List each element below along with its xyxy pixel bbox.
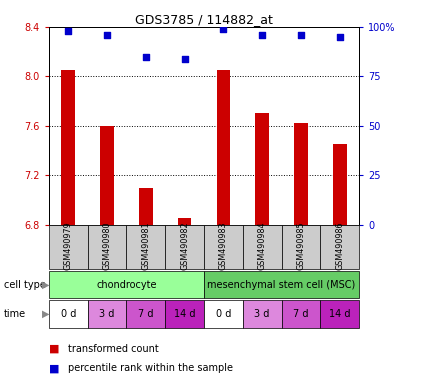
Bar — [204, 271, 359, 298]
Text: 3 d: 3 d — [255, 309, 270, 319]
Text: 0 d: 0 d — [61, 309, 76, 319]
Bar — [88, 300, 127, 328]
Bar — [49, 271, 204, 298]
Bar — [204, 300, 243, 328]
Text: GSM490983: GSM490983 — [219, 222, 228, 270]
Text: 7 d: 7 d — [293, 309, 309, 319]
Text: GSM490979: GSM490979 — [64, 222, 73, 270]
Bar — [281, 300, 320, 328]
Bar — [294, 123, 308, 225]
Bar — [62, 70, 75, 225]
Text: 3 d: 3 d — [99, 309, 115, 319]
Point — [142, 53, 149, 60]
Bar — [243, 300, 281, 328]
Bar — [243, 225, 281, 269]
Point — [65, 28, 72, 34]
Bar — [165, 225, 204, 269]
Text: ▶: ▶ — [42, 280, 49, 290]
Text: 14 d: 14 d — [329, 309, 351, 319]
Bar — [178, 218, 191, 225]
Bar — [127, 225, 165, 269]
Text: ■: ■ — [49, 344, 60, 354]
Point — [298, 32, 304, 38]
Text: cell type: cell type — [4, 280, 46, 290]
Bar — [165, 300, 204, 328]
Text: GSM490984: GSM490984 — [258, 222, 266, 270]
Point — [336, 34, 343, 40]
Text: ▶: ▶ — [42, 309, 49, 319]
Bar — [281, 225, 320, 269]
Bar — [333, 144, 346, 225]
Text: GSM490980: GSM490980 — [102, 222, 111, 270]
Text: 14 d: 14 d — [174, 309, 196, 319]
Point — [181, 55, 188, 61]
Text: GSM490981: GSM490981 — [142, 222, 150, 270]
Bar — [255, 113, 269, 225]
Text: chondrocyte: chondrocyte — [96, 280, 157, 290]
Text: transformed count: transformed count — [68, 344, 159, 354]
Text: GSM490985: GSM490985 — [297, 222, 306, 270]
Text: mesenchymal stem cell (MSC): mesenchymal stem cell (MSC) — [207, 280, 356, 290]
Bar — [320, 300, 359, 328]
Bar — [204, 225, 243, 269]
Text: ■: ■ — [49, 363, 60, 373]
Bar — [127, 300, 165, 328]
Text: percentile rank within the sample: percentile rank within the sample — [68, 363, 233, 373]
Bar — [320, 225, 359, 269]
Point — [259, 32, 266, 38]
Bar — [49, 225, 88, 269]
Title: GDS3785 / 114882_at: GDS3785 / 114882_at — [135, 13, 273, 26]
Text: GSM490982: GSM490982 — [180, 222, 189, 270]
Point — [220, 26, 227, 32]
Bar — [88, 225, 127, 269]
Text: GSM490986: GSM490986 — [335, 222, 344, 270]
Bar — [100, 126, 114, 225]
Text: 0 d: 0 d — [216, 309, 231, 319]
Text: time: time — [4, 309, 26, 319]
Bar — [217, 70, 230, 225]
Text: 7 d: 7 d — [138, 309, 153, 319]
Bar — [139, 187, 153, 225]
Point — [104, 32, 111, 38]
Bar — [49, 300, 88, 328]
